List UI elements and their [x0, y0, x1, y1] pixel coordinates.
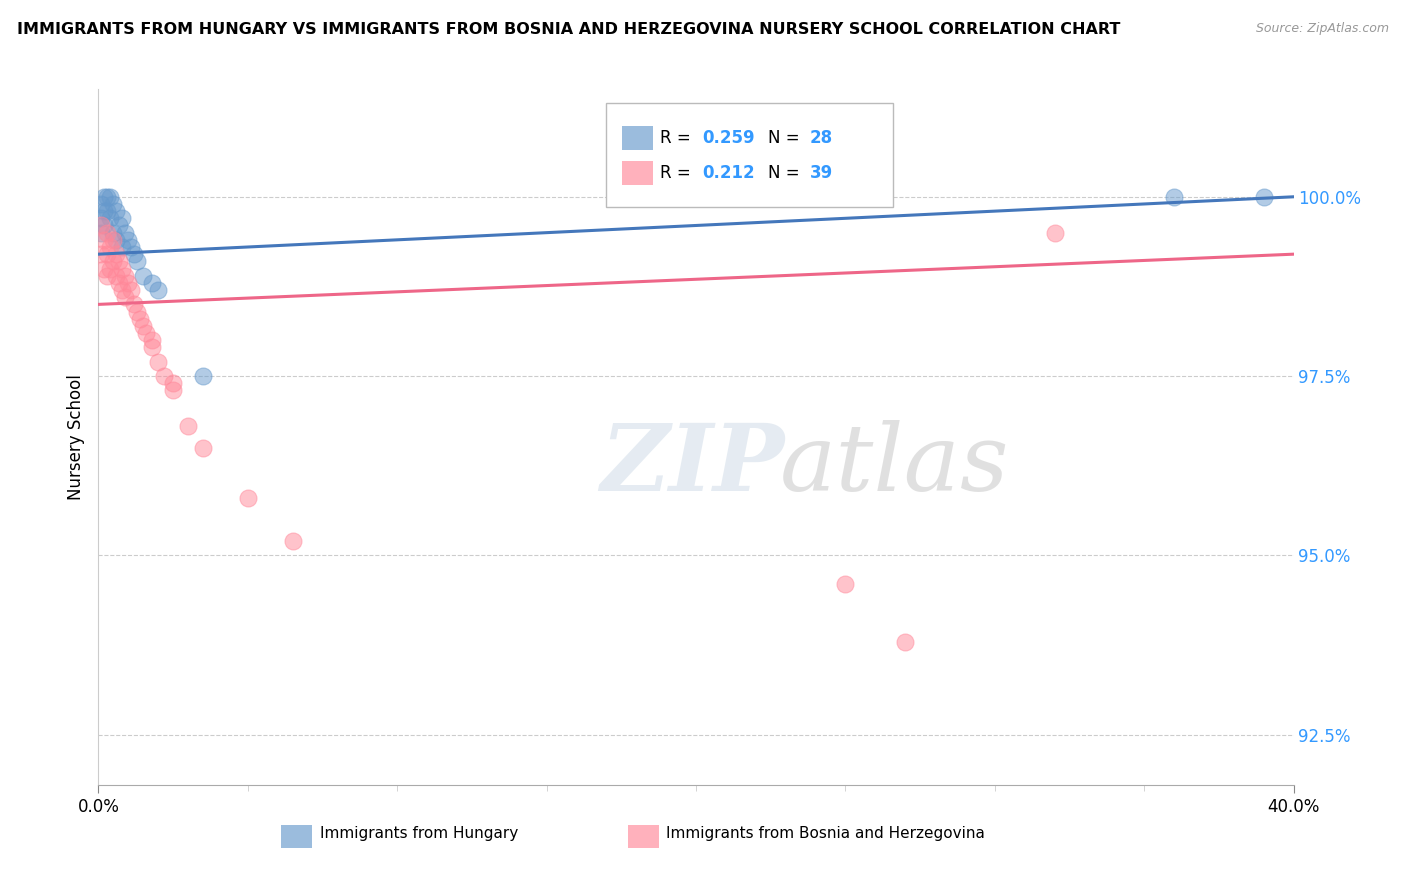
Point [141, 333, 163, 347]
Point [132, 268, 155, 283]
FancyBboxPatch shape [621, 126, 652, 150]
Point [162, 376, 184, 391]
Text: 0.212: 0.212 [702, 164, 755, 182]
Text: 0.259: 0.259 [702, 129, 755, 147]
Point [105, 247, 128, 261]
Point [162, 384, 184, 398]
Point [90, 197, 112, 211]
Point [98, 211, 122, 226]
Point [93, 261, 115, 276]
Point [117, 276, 139, 290]
Text: atlas: atlas [779, 420, 1010, 510]
Text: Immigrants from Bosnia and Herzegovina: Immigrants from Bosnia and Herzegovina [666, 826, 986, 841]
Point [141, 340, 163, 354]
Point [114, 268, 136, 283]
Point [153, 369, 176, 384]
Point [135, 326, 157, 340]
Point [127, 304, 149, 318]
Point [98, 261, 122, 276]
Point [124, 247, 146, 261]
Point [90, 211, 112, 226]
Point [103, 254, 125, 268]
Point [105, 233, 128, 247]
Point [108, 254, 131, 268]
Point [111, 261, 134, 276]
FancyBboxPatch shape [621, 161, 652, 185]
FancyBboxPatch shape [606, 103, 893, 208]
Text: Immigrants from Hungary: Immigrants from Hungary [319, 826, 517, 841]
Point [90, 226, 112, 240]
Point [96, 204, 118, 219]
Point [98, 190, 122, 204]
Point [93, 233, 115, 247]
Point [132, 318, 155, 333]
Point [148, 283, 170, 297]
Point [1043, 226, 1066, 240]
FancyBboxPatch shape [628, 825, 659, 847]
Point [90, 219, 112, 233]
Point [120, 283, 142, 297]
Point [103, 226, 125, 240]
Point [103, 197, 125, 211]
Point [98, 240, 122, 254]
Point [1163, 190, 1185, 204]
Point [1253, 190, 1275, 204]
Text: 28: 28 [810, 129, 832, 147]
Text: IMMIGRANTS FROM HUNGARY VS IMMIGRANTS FROM BOSNIA AND HERZEGOVINA NURSERY SCHOOL: IMMIGRANTS FROM HUNGARY VS IMMIGRANTS FR… [17, 22, 1121, 37]
Point [148, 355, 170, 369]
Point [108, 219, 131, 233]
Text: N =: N = [768, 129, 804, 147]
Point [96, 190, 118, 204]
Point [96, 247, 118, 261]
Point [191, 441, 214, 455]
Text: ZIP: ZIP [600, 420, 785, 510]
Point [108, 276, 131, 290]
Point [96, 268, 118, 283]
Point [111, 240, 134, 254]
Point [114, 226, 136, 240]
Point [141, 276, 163, 290]
Point [281, 534, 304, 549]
Text: Source: ZipAtlas.com: Source: ZipAtlas.com [1256, 22, 1389, 36]
Point [124, 297, 146, 311]
Point [93, 219, 115, 233]
Point [93, 190, 115, 204]
Point [894, 634, 917, 648]
Y-axis label: Nursery School: Nursery School [66, 374, 84, 500]
Point [127, 254, 149, 268]
Text: N =: N = [768, 164, 804, 182]
Point [103, 233, 125, 247]
Text: 39: 39 [810, 164, 832, 182]
FancyBboxPatch shape [281, 825, 312, 847]
Point [96, 226, 118, 240]
Point [191, 369, 214, 384]
Point [236, 491, 259, 505]
Point [114, 290, 136, 304]
Text: R =: R = [661, 129, 696, 147]
Point [111, 211, 134, 226]
Point [105, 268, 128, 283]
Point [177, 419, 200, 434]
Point [834, 577, 856, 591]
Point [129, 311, 152, 326]
Point [111, 283, 134, 297]
Text: R =: R = [661, 164, 696, 182]
Point [117, 233, 139, 247]
Point [120, 240, 142, 254]
Point [93, 204, 115, 219]
Point [90, 247, 112, 261]
Point [105, 204, 128, 219]
